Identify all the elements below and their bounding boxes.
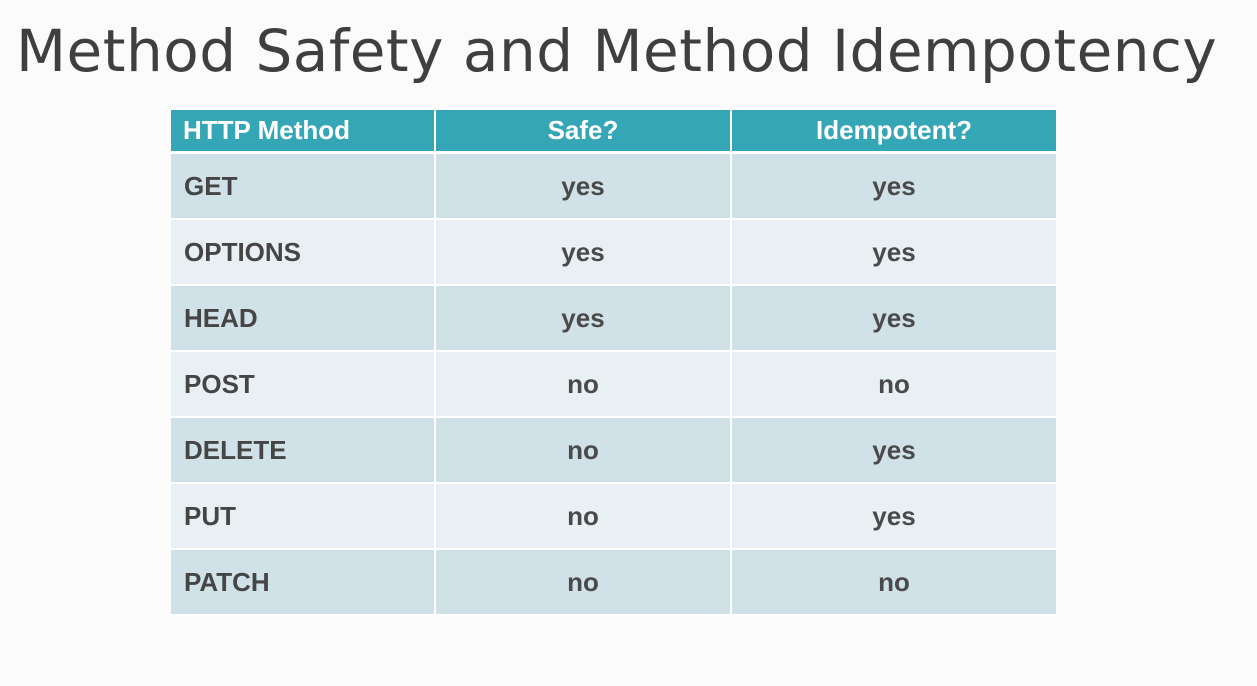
- method-cell: OPTIONS: [171, 220, 436, 286]
- idempotent-cell: yes: [732, 484, 1056, 550]
- idempotent-cell: yes: [732, 154, 1056, 220]
- method-cell: PUT: [171, 484, 436, 550]
- idempotent-cell: yes: [732, 286, 1056, 352]
- table-row: PATCH no no: [171, 550, 1056, 616]
- header-http-method: HTTP Method: [171, 110, 436, 154]
- table-row: GET yes yes: [171, 154, 1056, 220]
- table-row: OPTIONS yes yes: [171, 220, 1056, 286]
- idempotent-cell: no: [732, 352, 1056, 418]
- idempotent-cell: yes: [732, 418, 1056, 484]
- method-cell: HEAD: [171, 286, 436, 352]
- table-header-row: HTTP Method Safe? Idempotent?: [171, 110, 1056, 154]
- safe-cell: yes: [436, 286, 732, 352]
- method-cell: POST: [171, 352, 436, 418]
- method-cell: PATCH: [171, 550, 436, 616]
- header-idempotent: Idempotent?: [732, 110, 1056, 154]
- safe-cell: no: [436, 352, 732, 418]
- method-table: HTTP Method Safe? Idempotent? GET yes ye…: [171, 110, 1056, 616]
- table-row: POST no no: [171, 352, 1056, 418]
- safe-cell: yes: [436, 154, 732, 220]
- method-cell: GET: [171, 154, 436, 220]
- idempotent-cell: no: [732, 550, 1056, 616]
- safe-cell: no: [436, 550, 732, 616]
- slide-title: Method Safety and Method Idempotency: [16, 17, 1218, 85]
- safe-cell: no: [436, 484, 732, 550]
- safe-cell: no: [436, 418, 732, 484]
- method-cell: DELETE: [171, 418, 436, 484]
- table-row: HEAD yes yes: [171, 286, 1056, 352]
- table-row: PUT no yes: [171, 484, 1056, 550]
- header-safe: Safe?: [436, 110, 732, 154]
- safe-cell: yes: [436, 220, 732, 286]
- idempotent-cell: yes: [732, 220, 1056, 286]
- table-row: DELETE no yes: [171, 418, 1056, 484]
